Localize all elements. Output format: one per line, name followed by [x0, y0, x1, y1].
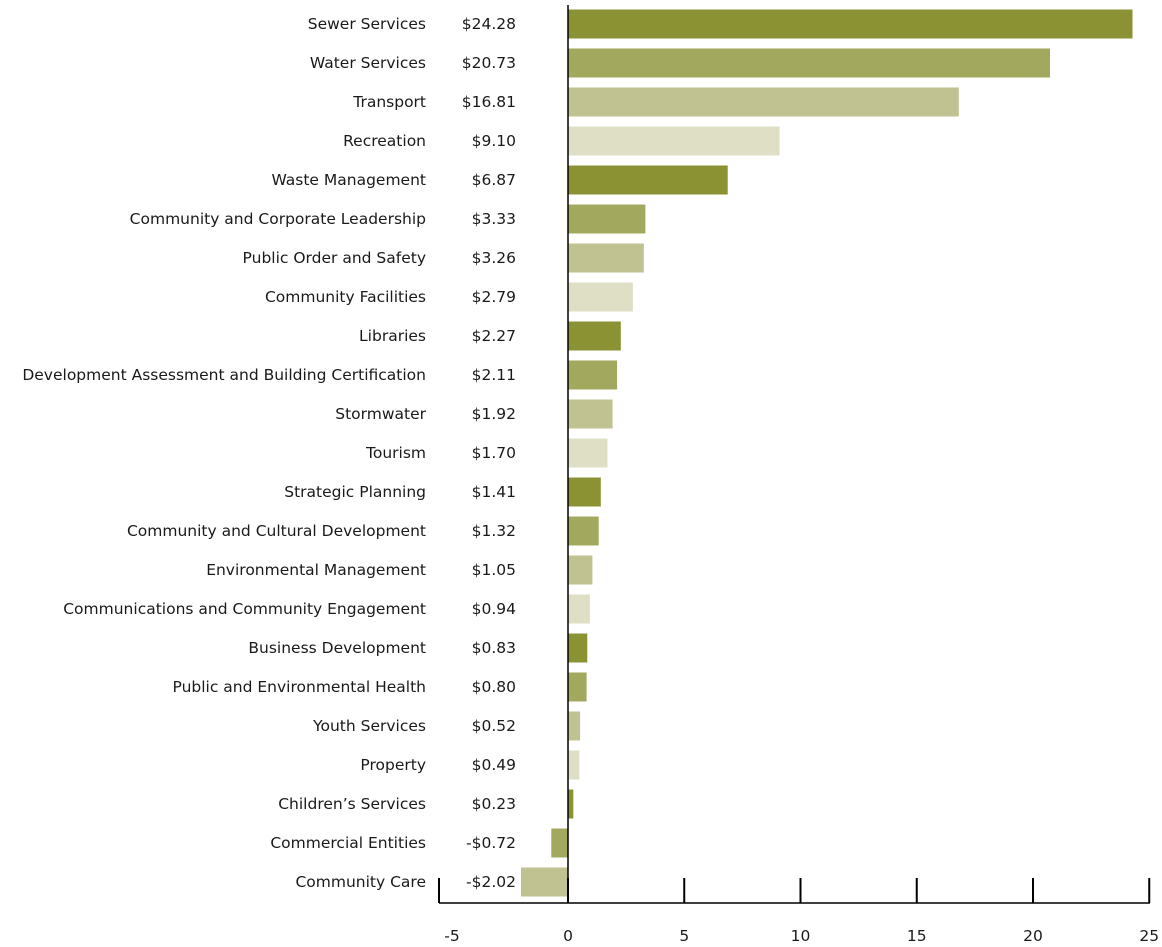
x-tick-label: 5 — [679, 927, 689, 945]
bar — [568, 750, 580, 780]
value-label: -$0.72 — [466, 834, 516, 852]
bar — [568, 711, 581, 741]
value-label: -$2.02 — [466, 873, 516, 891]
category-label: Libraries — [359, 327, 426, 345]
bar — [568, 555, 593, 585]
value-label: $0.80 — [472, 678, 516, 696]
category-label: Public and Environmental Health — [173, 678, 427, 696]
x-axis: -5 0 5 10 15 20 25 — [438, 5, 1159, 945]
value-label: $0.49 — [472, 756, 516, 774]
bar — [568, 672, 587, 702]
category-label: Strategic Planning — [284, 483, 426, 501]
x-tick-label: -5 — [444, 927, 459, 945]
value-label: $2.11 — [472, 366, 516, 384]
value-label: $20.73 — [462, 54, 516, 72]
category-label: Development Assessment and Building Cert… — [22, 366, 426, 384]
bar — [568, 165, 728, 195]
category-label: Community Facilities — [265, 288, 426, 306]
bar — [568, 399, 613, 429]
value-label: $3.26 — [472, 249, 516, 267]
category-label: Stormwater — [335, 405, 426, 423]
x-tick-label: 20 — [1023, 927, 1043, 945]
value-label: $0.52 — [472, 717, 516, 735]
category-label: Transport — [352, 93, 426, 111]
bar — [568, 633, 588, 663]
bar — [568, 789, 574, 819]
category-label: Children’s Services — [278, 795, 426, 813]
bar — [568, 282, 633, 312]
category-label: Youth Services — [312, 717, 426, 735]
bar — [568, 243, 644, 273]
category-label: Property — [360, 756, 426, 774]
category-label: Environmental Management — [206, 561, 426, 579]
bar — [568, 126, 780, 156]
value-labels: $24.28 $20.73 $16.81 $9.10 $6.87 $3.33 $3.26 $2… — [462, 15, 516, 891]
category-label: Waste Management — [271, 171, 426, 189]
bar — [568, 87, 959, 117]
value-label: $0.83 — [472, 639, 516, 657]
bar — [568, 321, 621, 351]
bar — [568, 438, 608, 468]
bar — [568, 360, 618, 390]
category-label: Water Services — [310, 54, 426, 72]
category-label: Public Order and Safety — [243, 249, 426, 267]
value-label: $1.92 — [472, 405, 516, 423]
value-label: $9.10 — [472, 132, 516, 150]
value-label: $2.27 — [472, 327, 516, 345]
value-label: $0.23 — [472, 795, 516, 813]
category-label: Community and Cultural Development — [127, 522, 426, 540]
bar — [568, 204, 646, 234]
x-tick-label: 10 — [791, 927, 811, 945]
value-label: $1.05 — [472, 561, 516, 579]
x-tick-label: 25 — [1139, 927, 1159, 945]
category-label: Tourism — [365, 444, 426, 462]
value-label: $24.28 — [462, 15, 516, 33]
x-tick-label: 15 — [907, 927, 927, 945]
bars-group — [521, 9, 1133, 897]
value-label: $0.94 — [472, 600, 516, 618]
category-label: Commercial Entities — [270, 834, 426, 852]
bar — [568, 48, 1050, 78]
category-label: Sewer Services — [308, 15, 426, 33]
value-label: $3.33 — [472, 210, 516, 228]
category-label: Communications and Community Engagement — [63, 600, 426, 618]
value-label: $2.79 — [472, 288, 516, 306]
bar — [551, 828, 568, 858]
category-labels: Sewer Services Water Services Transport Rec… — [22, 15, 426, 891]
bar — [568, 9, 1133, 39]
value-label: $1.70 — [472, 444, 516, 462]
category-label: Community and Corporate Leadership — [130, 210, 426, 228]
category-label: Business Development — [248, 639, 426, 657]
bar — [568, 516, 599, 546]
category-label: Community Care — [295, 873, 426, 891]
value-label: $1.41 — [472, 483, 516, 501]
category-label: Recreation — [343, 132, 426, 150]
bar — [521, 867, 568, 897]
value-label: $1.32 — [472, 522, 516, 540]
bar — [568, 594, 590, 624]
value-label: $16.81 — [462, 93, 516, 111]
value-label: $6.87 — [472, 171, 516, 189]
bar — [568, 477, 601, 507]
x-tick-label: 0 — [563, 927, 573, 945]
